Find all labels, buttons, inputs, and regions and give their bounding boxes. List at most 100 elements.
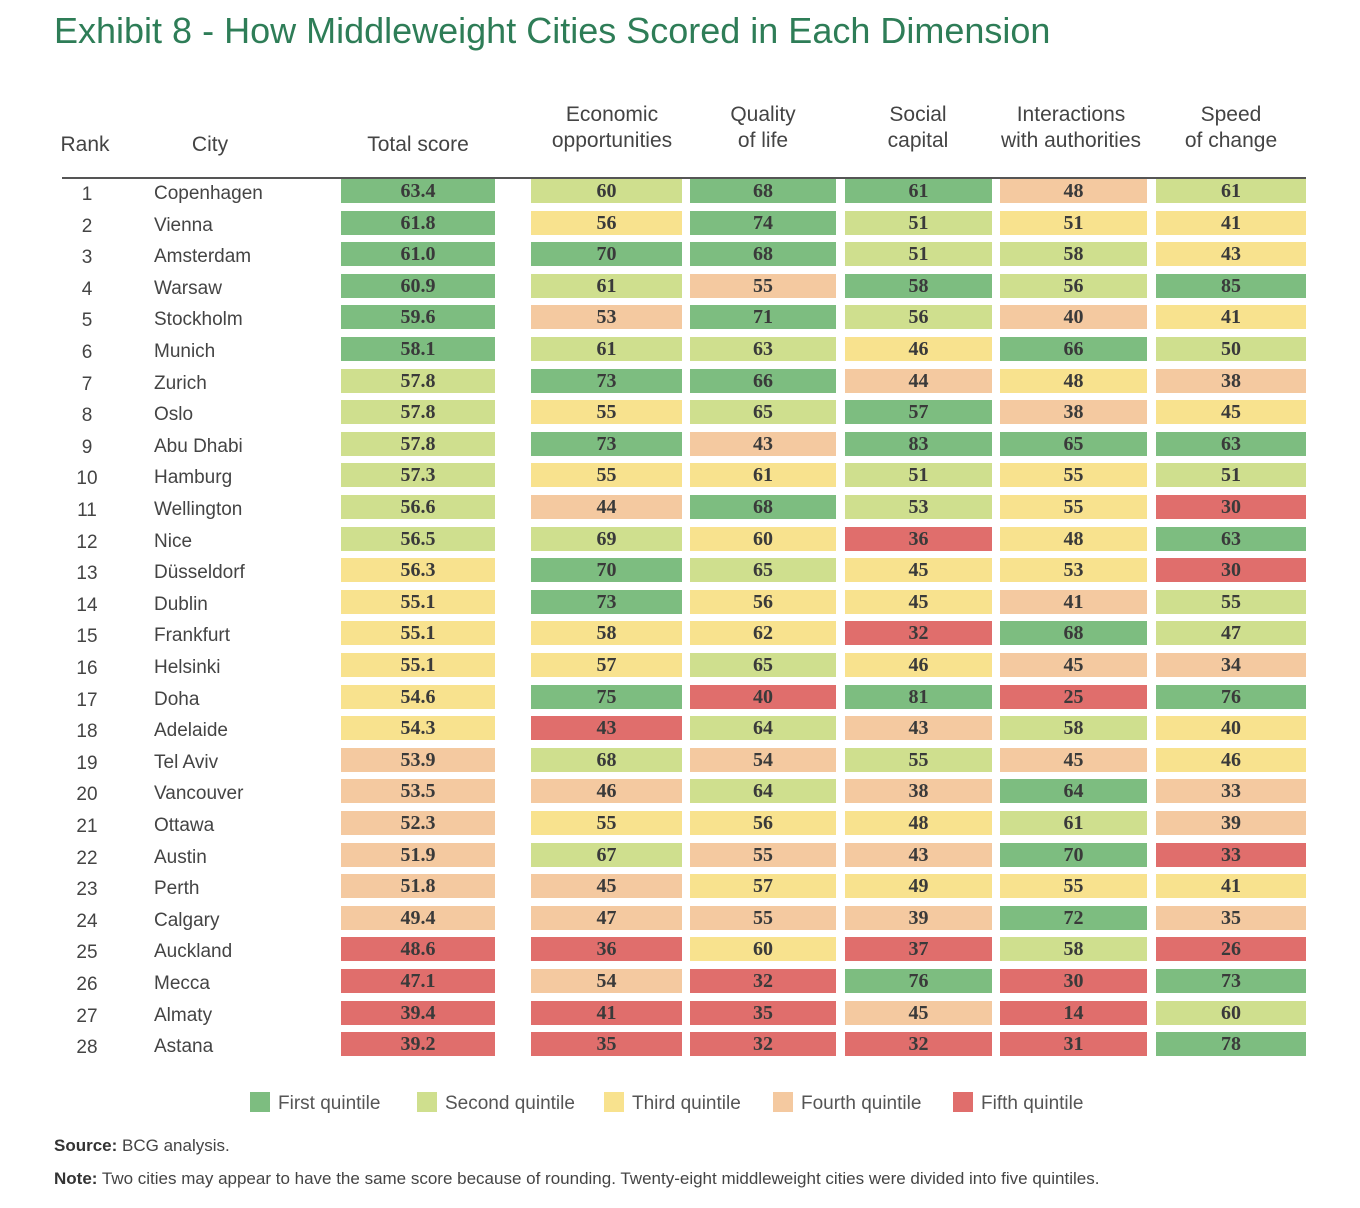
total-score-cell: 57.8 — [341, 432, 495, 456]
economic-score-cell: 55 — [531, 811, 682, 835]
interactions-score-cell: 31 — [1000, 1032, 1147, 1056]
interactions-score-cell: 58 — [1000, 937, 1147, 961]
total-score-cell: 55.1 — [341, 621, 495, 645]
speed-score-cell: 50 — [1156, 337, 1306, 361]
quality-score-cell: 43 — [690, 432, 836, 456]
total-score-cell: 51.8 — [341, 874, 495, 898]
economic-score-cell: 73 — [531, 432, 682, 456]
speed-score-cell: 35 — [1156, 906, 1306, 930]
quality-score-cell: 55 — [690, 843, 836, 867]
rank-cell: 24 — [76, 911, 98, 932]
city-cell: Hamburg — [154, 467, 233, 488]
economic-score-cell: 45 — [531, 874, 682, 898]
city-cell: Ottawa — [154, 815, 215, 836]
speed-score-cell: 85 — [1156, 274, 1306, 298]
speed-score-cell: 40 — [1156, 716, 1306, 740]
economic-score-cell: 75 — [531, 685, 682, 709]
rank-cell: 19 — [76, 753, 98, 774]
city-cell: Astana — [154, 1036, 214, 1057]
city-cell: Almaty — [154, 1005, 213, 1026]
social-score-cell: 55 — [845, 748, 992, 772]
economic-score-cell: 69 — [531, 527, 682, 551]
interactions-score-cell: 70 — [1000, 843, 1147, 867]
economic-score-cell: 60 — [531, 179, 682, 203]
rank-cell: 2 — [81, 216, 93, 237]
economic-score-cell: 54 — [531, 969, 682, 993]
economic-score-cell: 57 — [531, 653, 682, 677]
speed-score-cell: 41 — [1156, 874, 1306, 898]
quality-score-cell: 71 — [690, 305, 836, 329]
speed-score-cell: 73 — [1156, 969, 1306, 993]
interactions-score-cell: 66 — [1000, 337, 1147, 361]
social-score-cell: 38 — [845, 779, 992, 803]
header-city: City — [191, 133, 229, 156]
header-rule — [62, 177, 1306, 179]
quality-score-cell: 65 — [690, 400, 836, 424]
social-score-cell: 51 — [845, 211, 992, 235]
speed-score-cell: 34 — [1156, 653, 1306, 677]
rank-cell: 26 — [76, 974, 98, 995]
social-score-cell: 56 — [845, 305, 992, 329]
city-cell: Austin — [154, 847, 207, 868]
quality-score-cell: 40 — [690, 685, 836, 709]
legend-label: Third quintile — [632, 1093, 741, 1114]
city-cell: Auckland — [154, 941, 233, 962]
quality-score-cell: 32 — [690, 969, 836, 993]
rank-cell: 5 — [81, 310, 93, 331]
rank-cell: 17 — [76, 690, 98, 711]
rank-cell: 22 — [76, 848, 98, 869]
economic-score-cell: 43 — [531, 716, 682, 740]
quality-score-cell: 64 — [690, 779, 836, 803]
interactions-score-cell: 58 — [1000, 716, 1147, 740]
rank-cell: 7 — [81, 374, 93, 395]
rank-cell: 1 — [81, 184, 93, 205]
total-score-cell: 63.4 — [341, 179, 495, 203]
rank-cell: 21 — [76, 816, 98, 837]
economic-score-cell: 41 — [531, 1001, 682, 1025]
speed-score-cell: 55 — [1156, 590, 1306, 614]
quality-score-cell: 68 — [690, 242, 836, 266]
total-score-cell: 52.3 — [341, 811, 495, 835]
total-score-cell: 57.8 — [341, 369, 495, 393]
economic-score-cell: 58 — [531, 621, 682, 645]
social-score-cell: 36 — [845, 527, 992, 551]
quality-score-cell: 35 — [690, 1001, 836, 1025]
economic-score-cell: 73 — [531, 369, 682, 393]
total-score-cell: 56.6 — [341, 495, 495, 519]
quality-score-cell: 60 — [690, 937, 836, 961]
social-score-cell: 45 — [845, 558, 992, 582]
social-score-cell: 37 — [845, 937, 992, 961]
header-quality: Quality of life — [730, 103, 796, 152]
quality-score-cell: 54 — [690, 748, 836, 772]
legend-swatch — [773, 1092, 793, 1112]
quality-score-cell: 74 — [690, 211, 836, 235]
rank-cell: 10 — [76, 468, 98, 489]
total-score-cell: 47.1 — [341, 969, 495, 993]
quality-score-cell: 64 — [690, 716, 836, 740]
social-score-cell: 51 — [845, 242, 992, 266]
interactions-score-cell: 30 — [1000, 969, 1147, 993]
city-cell: Frankfurt — [154, 625, 231, 646]
economic-score-cell: 61 — [531, 274, 682, 298]
social-score-cell: 57 — [845, 400, 992, 424]
speed-score-cell: 51 — [1156, 463, 1306, 487]
speed-score-cell: 47 — [1156, 621, 1306, 645]
city-cell: Warsaw — [154, 278, 222, 299]
economic-score-cell: 56 — [531, 211, 682, 235]
source-note: Source: BCG analysis. — [54, 1136, 230, 1155]
city-cell: Abu Dhabi — [154, 436, 243, 457]
quality-score-cell: 65 — [690, 653, 836, 677]
legend-label: Fourth quintile — [801, 1093, 922, 1114]
social-score-cell: 43 — [845, 716, 992, 740]
total-score-cell: 39.2 — [341, 1032, 495, 1056]
total-score-cell: 53.5 — [341, 779, 495, 803]
interactions-score-cell: 72 — [1000, 906, 1147, 930]
city-cell: Tel Aviv — [154, 752, 219, 773]
speed-score-cell: 33 — [1156, 843, 1306, 867]
city-cell: Vienna — [154, 215, 213, 236]
interactions-score-cell: 48 — [1000, 369, 1147, 393]
header-rank: Rank — [60, 133, 110, 156]
economic-score-cell: 73 — [531, 590, 682, 614]
city-cell: Oslo — [154, 404, 194, 425]
rank-cell: 14 — [76, 595, 98, 616]
